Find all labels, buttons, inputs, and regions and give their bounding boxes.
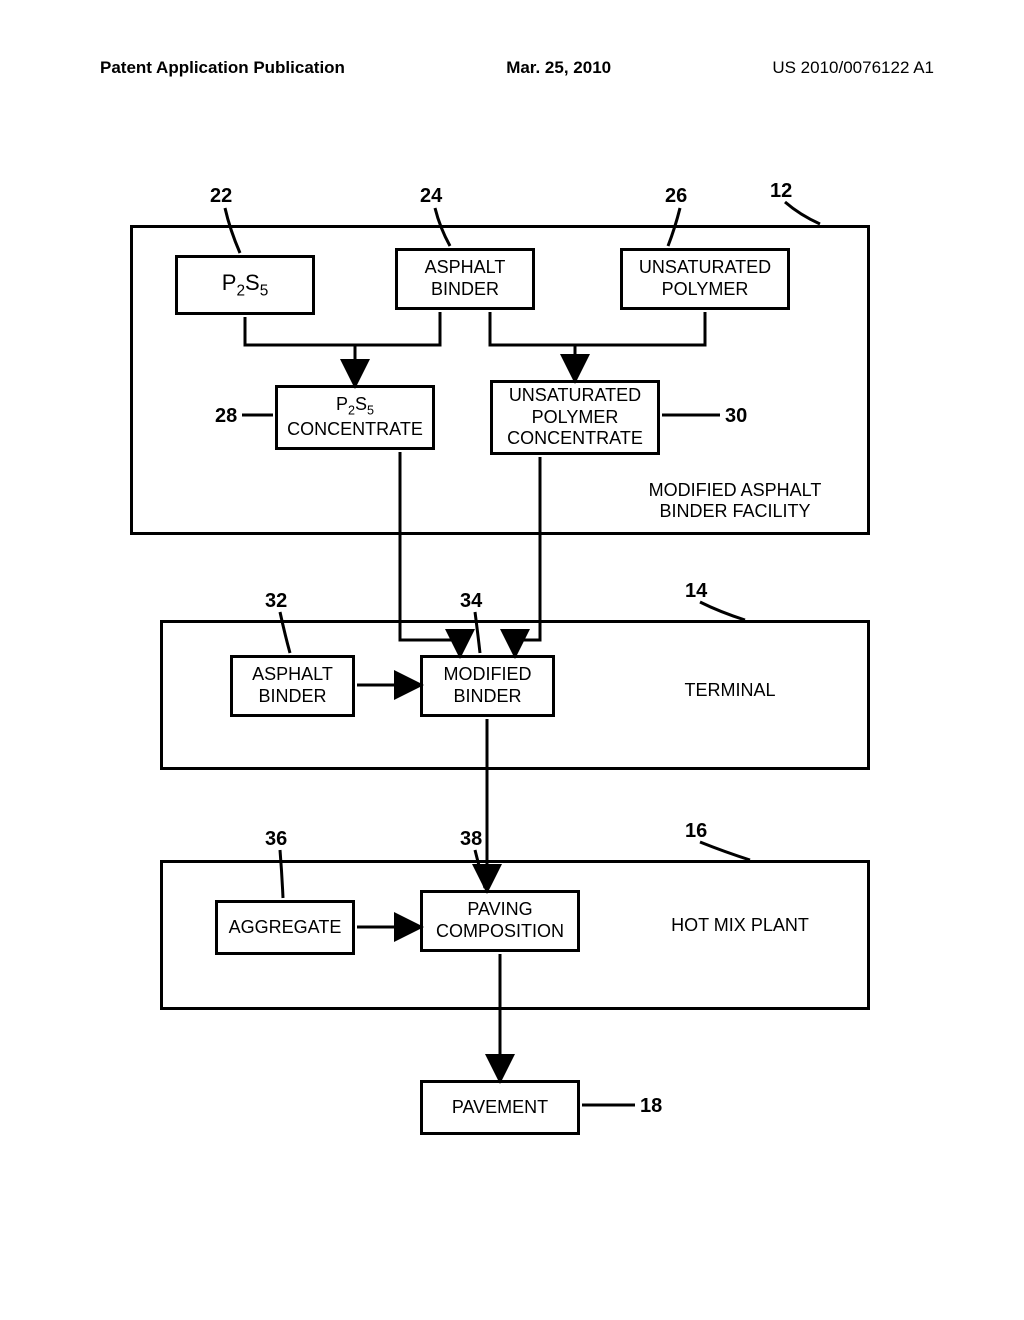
- region-hotmix-label: HOT MIX PLANT: [640, 915, 840, 936]
- ref-12: 12: [770, 180, 792, 203]
- ref-38: 38: [460, 828, 482, 851]
- ref-18: 18: [640, 1095, 662, 1118]
- flowchart: P2S5 ASPHALT BINDER UNSATURATED POLYMER …: [120, 180, 890, 1180]
- region-terminal-label: TERMINAL: [655, 680, 805, 701]
- ref-30: 30: [725, 405, 747, 428]
- region-facility-label: MODIFIED ASPHALT BINDER FACILITY: [620, 480, 850, 522]
- box-unsat-polymer: UNSATURATED POLYMER: [620, 248, 790, 310]
- box-pavement: PAVEMENT: [420, 1080, 580, 1135]
- ref-28: 28: [215, 405, 237, 428]
- box-p2s5-conc-label: P2S5CONCENTRATE: [287, 394, 423, 440]
- header-left: Patent Application Publication: [100, 58, 345, 78]
- header-date: Mar. 25, 2010: [506, 58, 611, 78]
- page-header: Patent Application Publication Mar. 25, …: [0, 58, 1024, 78]
- box-p2s5: P2S5: [175, 255, 315, 315]
- ref-36: 36: [265, 828, 287, 851]
- box-p2s5-label: P2S5: [222, 270, 269, 301]
- box-paving-composition: PAVING COMPOSITION: [420, 890, 580, 952]
- box-asphalt-binder-mid: ASPHALT BINDER: [230, 655, 355, 717]
- ref-16: 16: [685, 820, 707, 843]
- ref-14: 14: [685, 580, 707, 603]
- box-asphalt-binder-top: ASPHALT BINDER: [395, 248, 535, 310]
- ref-22: 22: [210, 185, 232, 208]
- ref-24: 24: [420, 185, 442, 208]
- ref-32: 32: [265, 590, 287, 613]
- header-pubnum: US 2010/0076122 A1: [772, 58, 934, 78]
- box-unsat-polymer-concentrate: UNSATURATED POLYMER CONCENTRATE: [490, 380, 660, 455]
- box-aggregate: AGGREGATE: [215, 900, 355, 955]
- ref-26: 26: [665, 185, 687, 208]
- ref-34: 34: [460, 590, 482, 613]
- box-p2s5-concentrate: P2S5CONCENTRATE: [275, 385, 435, 450]
- box-modified-binder: MODIFIED BINDER: [420, 655, 555, 717]
